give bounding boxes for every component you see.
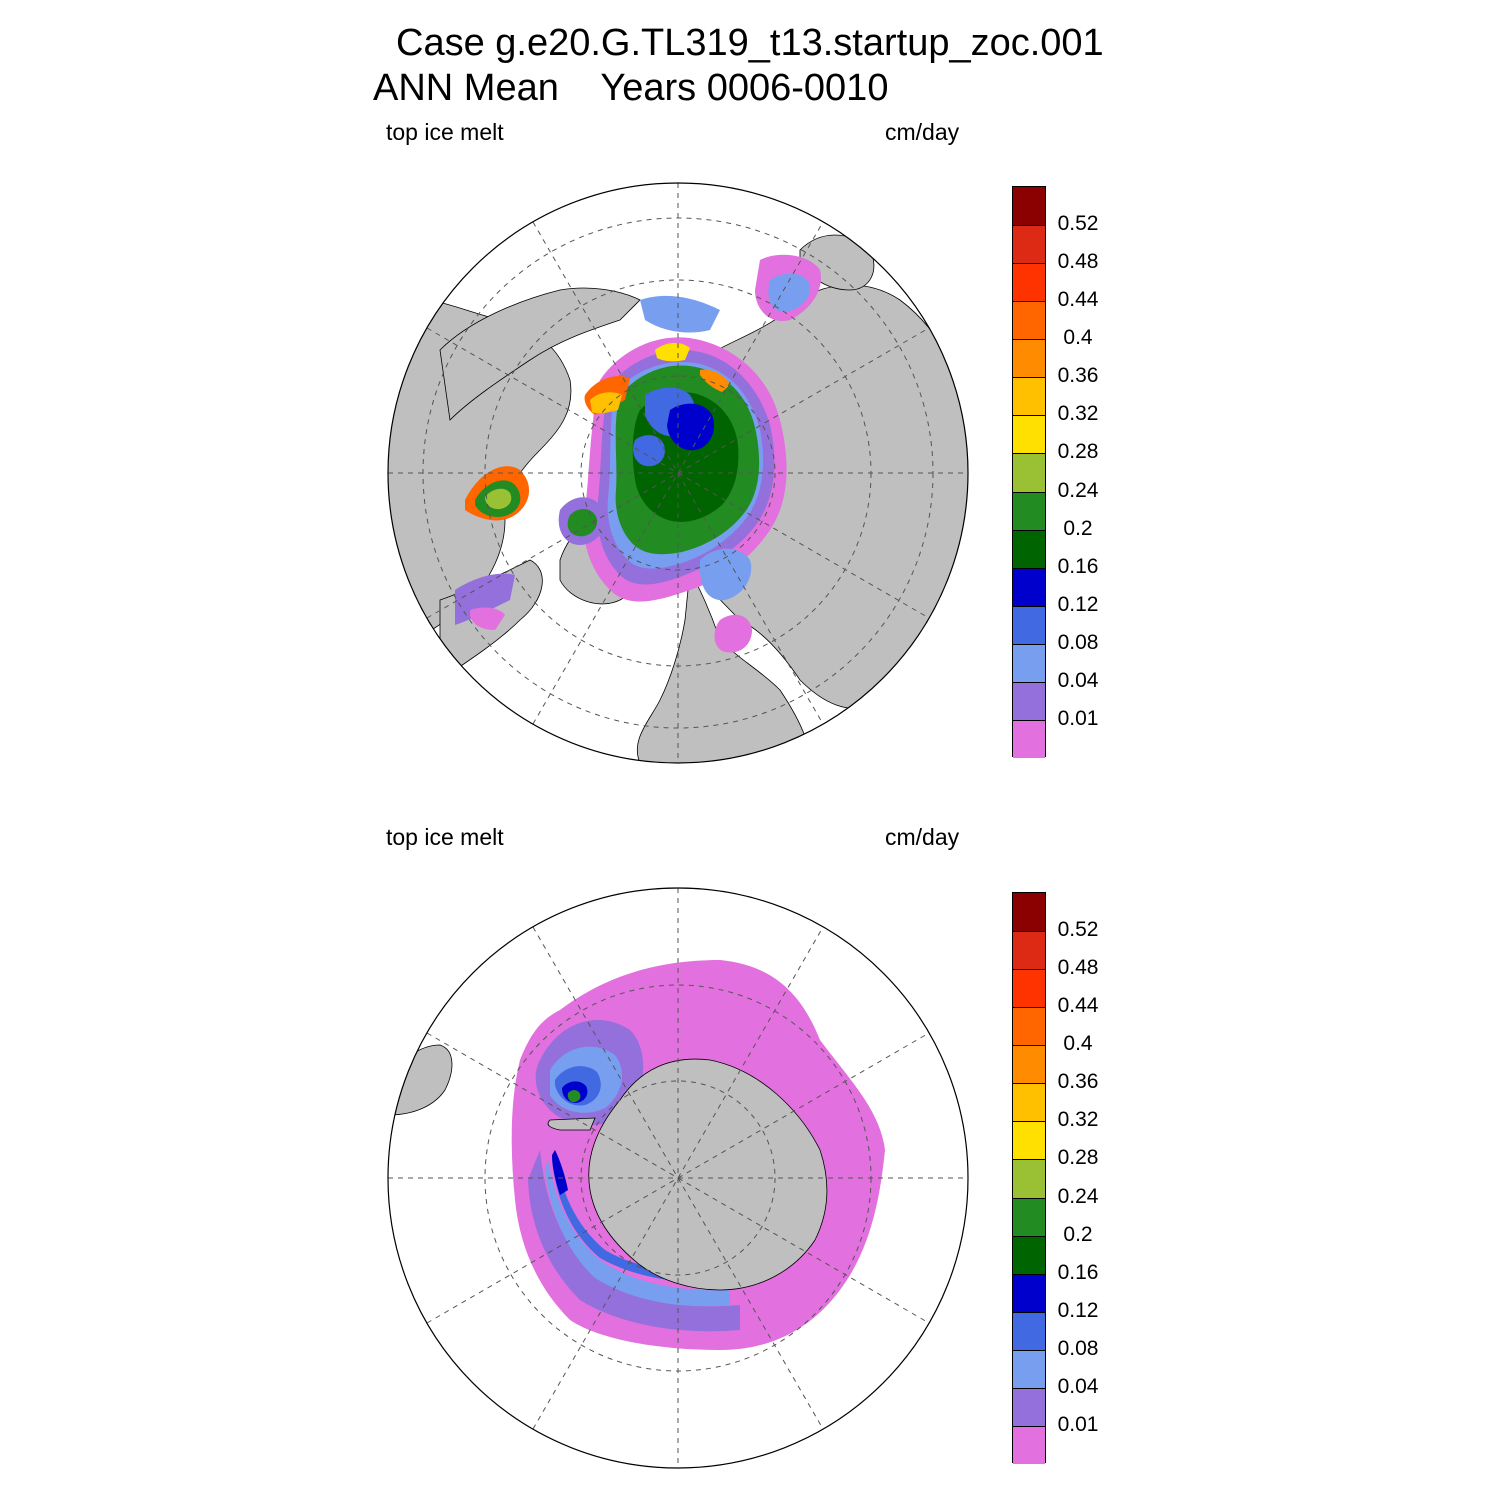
north-panel-units-label: cm/day — [885, 119, 960, 145]
north-colorbar-tick-label: 0.4 — [1063, 326, 1093, 350]
north-colorbar-tick-label: 0.01 — [1057, 706, 1099, 730]
south-colorbar-tick-label: 0.2 — [1063, 1222, 1093, 1246]
north-ice-melt-field — [455, 254, 821, 653]
south-colorbar-swatch — [1013, 1197, 1045, 1236]
north-colorbar-tick-label: 0.24 — [1057, 478, 1099, 502]
north-colorbar-swatch — [1013, 681, 1045, 720]
north-colorbar-tick-label: 0.08 — [1057, 630, 1099, 654]
south-colorbar-swatch — [1013, 1159, 1045, 1198]
south-colorbar-tick-label: 0.12 — [1057, 1298, 1099, 1322]
figure-title-case: Case g.e20.G.TL319_t13.startup_zoc.001 — [396, 22, 1104, 64]
north-colorbar-tick-label: 0.36 — [1057, 364, 1099, 388]
north-map-border — [387, 182, 969, 764]
north-colorbar-tick-label: 0.12 — [1057, 592, 1099, 616]
south-colorbar-tick-label: 0.01 — [1057, 1412, 1099, 1436]
south-colorbar-swatch — [1013, 1273, 1045, 1312]
south-colorbar-swatch — [1013, 931, 1045, 970]
north-colorbar — [1012, 186, 1046, 758]
north-colorbar-swatch — [1013, 529, 1045, 568]
north-graticule — [388, 183, 968, 763]
south-colorbar-swatch — [1013, 1349, 1045, 1388]
south-polar-map — [388, 888, 968, 1468]
north-colorbar-tick-label: 0.04 — [1057, 668, 1099, 692]
north-colorbar-tick-label: 0.16 — [1057, 554, 1099, 578]
north-colorbar-swatch — [1013, 643, 1045, 682]
south-graticule — [388, 888, 968, 1468]
south-colorbar-tick-label: 0.44 — [1057, 994, 1099, 1018]
south-colorbar-swatch — [1013, 1121, 1045, 1160]
north-colorbar-tick-label: 0.52 — [1057, 212, 1099, 236]
south-colorbar-swatch — [1013, 893, 1045, 932]
north-panel-variable-label: top ice melt — [386, 119, 504, 145]
north-colorbar-swatch — [1013, 263, 1045, 302]
south-colorbar-tick-label: 0.52 — [1057, 918, 1099, 942]
north-colorbar-swatch — [1013, 187, 1045, 226]
south-colorbar-tick-label: 0.08 — [1057, 1336, 1099, 1360]
north-colorbar-swatch — [1013, 415, 1045, 454]
north-colorbar-swatch — [1013, 225, 1045, 264]
north-polar-map — [388, 183, 968, 763]
north-colorbar-swatch — [1013, 339, 1045, 378]
south-colorbar-tick-label: 0.48 — [1057, 956, 1099, 980]
south-panel-variable-label: top ice melt — [386, 824, 504, 850]
south-colorbar — [1012, 892, 1046, 1464]
south-colorbar-swatch — [1013, 1007, 1045, 1046]
south-colorbar-tick-label: 0.28 — [1057, 1146, 1099, 1170]
north-colorbar-swatch — [1013, 377, 1045, 416]
north-colorbar-swatch — [1013, 719, 1045, 758]
south-colorbar-swatch — [1013, 1235, 1045, 1274]
figure-title-period: ANN Mean Years 0006-0010 — [373, 67, 889, 109]
north-colorbar-tick-label: 0.48 — [1057, 250, 1099, 274]
north-colorbar-swatch — [1013, 605, 1045, 644]
north-colorbar-tick-label: 0.44 — [1057, 288, 1099, 312]
north-colorbar-swatch — [1013, 491, 1045, 530]
north-colorbar-tick-label: 0.28 — [1057, 440, 1099, 464]
south-colorbar-tick-label: 0.36 — [1057, 1070, 1099, 1094]
north-colorbar-tick-label: 0.2 — [1063, 516, 1093, 540]
south-colorbar-tick-label: 0.04 — [1057, 1374, 1099, 1398]
south-colorbar-tick-label: 0.16 — [1057, 1260, 1099, 1284]
south-panel-units-label: cm/day — [885, 824, 960, 850]
south-colorbar-swatch — [1013, 969, 1045, 1008]
south-colorbar-tick-label: 0.24 — [1057, 1184, 1099, 1208]
north-colorbar-tick-label: 0.32 — [1057, 402, 1099, 426]
north-colorbar-swatch — [1013, 453, 1045, 492]
north-colorbar-swatch — [1013, 567, 1045, 606]
south-colorbar-tick-label: 0.32 — [1057, 1108, 1099, 1132]
south-colorbar-swatch — [1013, 1083, 1045, 1122]
north-colorbar-swatch — [1013, 301, 1045, 340]
south-map-border — [387, 887, 969, 1469]
south-colorbar-swatch — [1013, 1425, 1045, 1464]
south-colorbar-swatch — [1013, 1387, 1045, 1426]
south-colorbar-swatch — [1013, 1045, 1045, 1084]
south-colorbar-tick-label: 0.4 — [1063, 1032, 1093, 1056]
south-colorbar-swatch — [1013, 1311, 1045, 1350]
